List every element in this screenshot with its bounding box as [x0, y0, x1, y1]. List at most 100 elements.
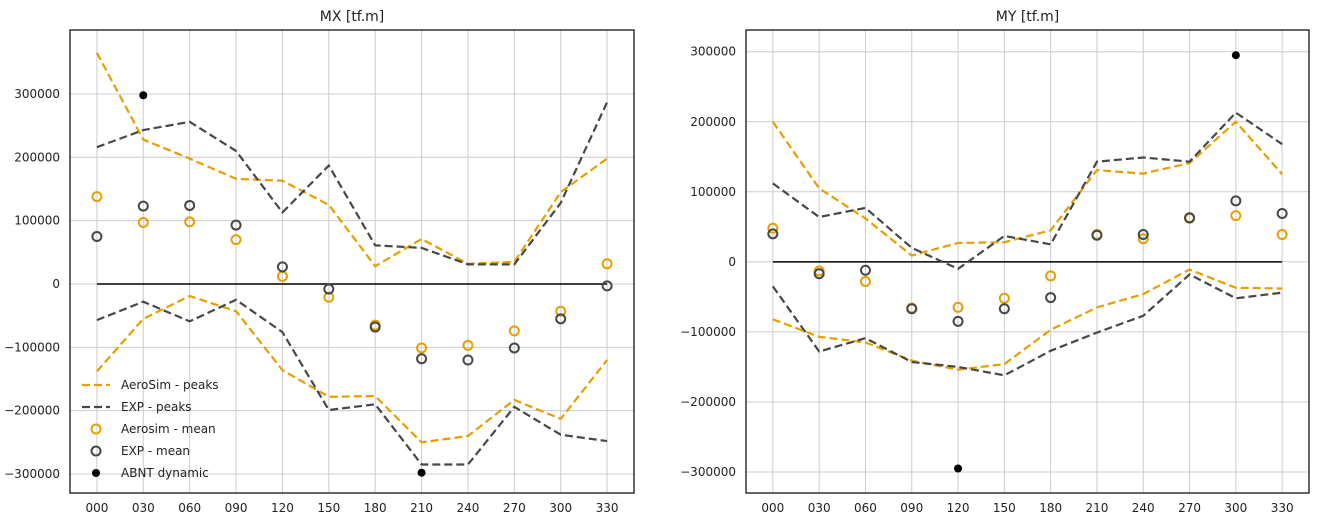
point-exp-mean: [91, 230, 103, 242]
y-tick-label: 0: [728, 255, 736, 269]
y-tick-label: −200000: [680, 395, 736, 409]
plot-frame: [745, 29, 1310, 494]
series-line-aerosim-peaks: [95, 52, 608, 268]
point-aerosim-mean: [1276, 229, 1288, 241]
x-tick-label: 120: [947, 501, 970, 515]
point-exp-mean: [998, 303, 1010, 315]
series-line-exp-peaks: [771, 273, 1283, 377]
point-aerosim-mean: [416, 342, 428, 354]
chart-title: MX [tf.m]: [320, 9, 385, 25]
x-tick-label: 300: [549, 501, 572, 515]
y-tick-label: −200000: [4, 404, 60, 418]
y-tick-label: −100000: [4, 340, 60, 354]
x-tick-label: 270: [1178, 501, 1201, 515]
point-exp-mean: [184, 199, 196, 211]
x-tick-label: 300: [1224, 501, 1247, 515]
point-exp-mean: [508, 342, 520, 354]
x-tick-label: 270: [503, 501, 526, 515]
point-exp-mean: [1091, 229, 1103, 241]
point-aerosim-mean: [767, 222, 779, 234]
x-tick-label: 330: [1271, 501, 1294, 515]
y-tick-label: −100000: [680, 325, 736, 339]
x-tick-label: 330: [596, 501, 619, 515]
x-tick-label: 030: [808, 501, 831, 515]
y-tick-label: 100000: [14, 214, 60, 228]
x-tick-label: 090: [900, 501, 923, 515]
y-tick-label: 300000: [690, 45, 736, 59]
series-line-aerosim-peaks: [96, 294, 608, 444]
point-aerosim-mean: [1230, 210, 1242, 222]
point-aerosim-mean: [508, 325, 520, 337]
chart-title: MY [tf.m]: [996, 9, 1060, 25]
x-tick-label: 090: [225, 501, 248, 515]
legend-label: AeroSim - peaks: [121, 378, 219, 392]
point-exp-mean: [276, 261, 288, 273]
legend-ring-icon: [90, 423, 102, 435]
x-tick-label: 060: [178, 501, 201, 515]
point-aerosim-mean: [91, 191, 103, 203]
point-exp-mean: [230, 219, 242, 231]
point-aerosim-mean: [952, 301, 964, 313]
y-tick-label: −300000: [4, 467, 60, 481]
series-line-exp-peaks: [96, 101, 609, 266]
x-tick-label: 180: [1039, 501, 1062, 515]
point-abnt-dynamic: [954, 464, 963, 473]
legend-label: EXP - mean: [121, 444, 190, 458]
point-aerosim-mean: [1137, 233, 1149, 245]
x-tick-label: 150: [317, 501, 340, 515]
point-aerosim-mean: [601, 258, 613, 270]
point-exp-mean: [1045, 292, 1057, 304]
point-exp-mean: [137, 200, 149, 212]
y-tick-label: 100000: [690, 185, 736, 199]
point-aerosim-mean: [462, 339, 474, 351]
point-abnt-dynamic: [417, 468, 426, 477]
legend-ring-icon: [90, 445, 102, 457]
legend-dot-icon: [92, 469, 100, 477]
series-line-exp-peaks: [96, 298, 608, 466]
series-line-aerosim-peaks: [771, 120, 1283, 257]
point-exp-mean: [1276, 208, 1288, 220]
plot-frame: [69, 29, 635, 494]
x-tick-label: 000: [85, 501, 108, 515]
x-tick-label: 240: [457, 501, 480, 515]
point-exp-mean: [416, 353, 428, 365]
point-abnt-dynamic: [139, 91, 148, 100]
point-exp-mean: [369, 321, 381, 333]
x-tick-label: 210: [1085, 501, 1108, 515]
legend-item: ABNT dynamic: [92, 466, 209, 480]
x-tick-label: 210: [410, 501, 433, 515]
point-exp-mean: [323, 283, 335, 295]
x-tick-label: 000: [761, 501, 784, 515]
point-abnt-dynamic: [1231, 51, 1240, 60]
point-aerosim-mean: [555, 305, 567, 317]
legend-item: AeroSim - peaks: [82, 378, 219, 392]
y-tick-label: 300000: [14, 87, 60, 101]
legend-item: EXP - mean: [90, 444, 190, 458]
point-exp-mean: [462, 354, 474, 366]
point-aerosim-mean: [230, 234, 242, 246]
x-tick-label: 120: [271, 501, 294, 515]
chart-1: 000 030 060 090 120 150 180 210 240 270 300 330 −300…: [680, 9, 1310, 515]
point-exp-mean: [1137, 229, 1149, 241]
x-tick-label: 180: [364, 501, 387, 515]
series-line-exp-peaks: [772, 111, 1283, 271]
point-aerosim-mean: [184, 216, 196, 228]
point-aerosim-mean: [998, 292, 1010, 304]
x-tick-label: 240: [1132, 501, 1155, 515]
legend-label: Aerosim - mean: [121, 422, 216, 436]
point-exp-mean: [1230, 195, 1242, 207]
legend-label: ABNT dynamic: [121, 466, 209, 480]
point-exp-mean: [813, 268, 825, 280]
y-tick-label: 200000: [690, 115, 736, 129]
y-tick-label: 0: [52, 277, 60, 291]
legend-label: EXP - peaks: [121, 400, 192, 414]
legend-item: Aerosim - mean: [90, 422, 216, 436]
point-exp-mean: [1184, 212, 1196, 224]
point-aerosim-mean: [137, 217, 149, 229]
point-exp-mean: [906, 303, 918, 315]
point-exp-mean: [859, 264, 871, 276]
point-exp-mean: [952, 315, 964, 327]
point-aerosim-mean: [1045, 270, 1057, 282]
series-line-aerosim-peaks: [772, 268, 1283, 371]
